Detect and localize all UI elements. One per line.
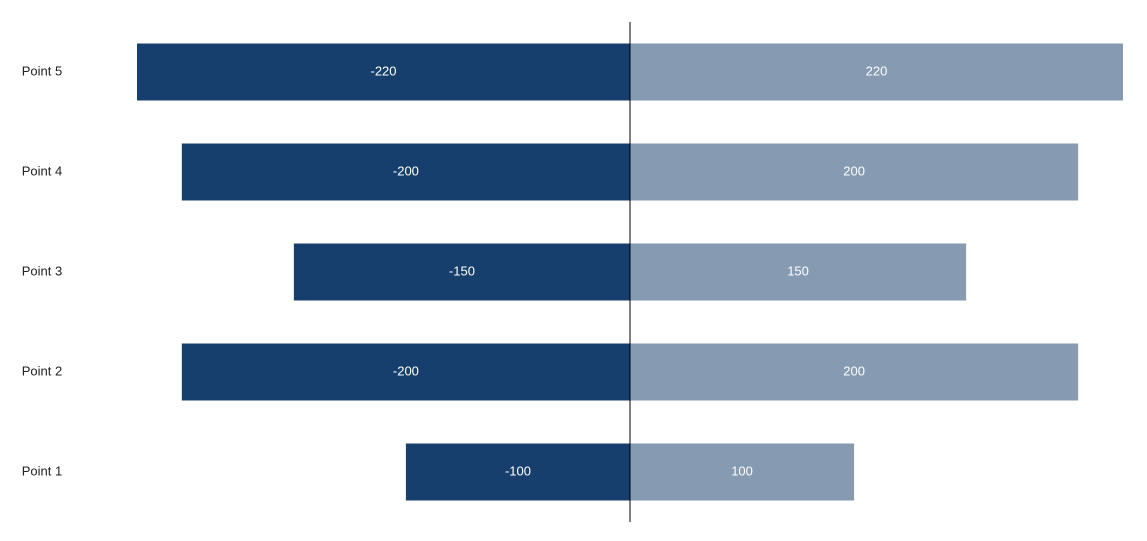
bar: [293, 243, 630, 301]
y-tick-label: Point 2: [22, 363, 62, 378]
bar: [630, 143, 1079, 201]
data-label: -200: [393, 363, 419, 378]
data-label: -220: [370, 63, 396, 78]
y-tick-label: Point 1: [22, 463, 62, 478]
data-label: 150: [787, 263, 809, 278]
data-label: 200: [843, 163, 865, 178]
bar: [630, 443, 855, 501]
bar: [137, 43, 630, 101]
y-tick-label: Point 5: [22, 63, 62, 78]
bar: [181, 143, 630, 201]
bar: [181, 343, 630, 401]
bar: [405, 443, 630, 501]
bar: [630, 243, 967, 301]
data-label: -150: [449, 263, 475, 278]
data-label: -100: [505, 463, 531, 478]
y-tick-label: Point 4: [22, 163, 62, 178]
bar: [630, 43, 1123, 101]
data-label: -200: [393, 163, 419, 178]
y-tick-label: Point 3: [22, 263, 62, 278]
data-label: 200: [843, 363, 865, 378]
data-label: 220: [866, 63, 888, 78]
data-label: 100: [731, 463, 753, 478]
bar: [630, 343, 1079, 401]
